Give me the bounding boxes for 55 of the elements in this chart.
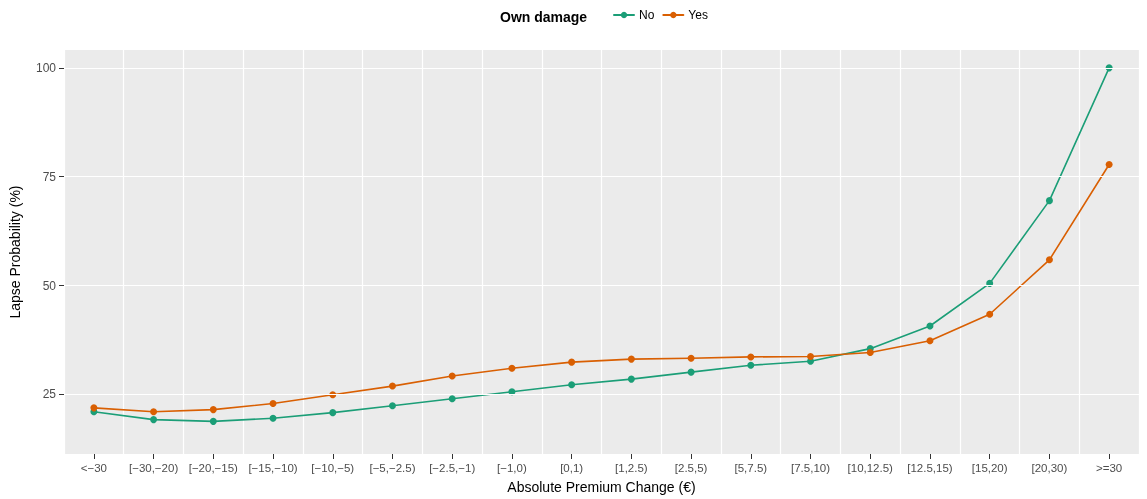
point bbox=[687, 354, 695, 362]
point bbox=[986, 310, 994, 318]
point bbox=[747, 353, 755, 361]
point bbox=[209, 417, 217, 425]
x-tick-label: [−15,−10) bbox=[248, 462, 298, 474]
x-tick-label: >=30 bbox=[1096, 462, 1123, 474]
point bbox=[1045, 256, 1053, 264]
legend-title: Own damage bbox=[500, 9, 588, 25]
point bbox=[687, 368, 695, 376]
x-tick-label: [12.5,15) bbox=[907, 462, 953, 474]
point bbox=[448, 395, 456, 403]
point bbox=[90, 404, 98, 412]
legend-label: Yes bbox=[688, 8, 708, 22]
legend-label: No bbox=[639, 8, 655, 22]
x-axis-title: Absolute Premium Change (€) bbox=[507, 479, 696, 495]
point bbox=[150, 408, 158, 416]
x-tick-label: [−2.5,−1) bbox=[429, 462, 476, 474]
x-tick-label: [2.5,5) bbox=[674, 462, 708, 474]
x-tick-label: [20,30) bbox=[1031, 462, 1068, 474]
x-tick-label: [5,7.5) bbox=[734, 462, 768, 474]
y-tick-label: 25 bbox=[42, 387, 57, 402]
point bbox=[508, 364, 516, 372]
point bbox=[568, 358, 576, 366]
y-tick-label: 100 bbox=[35, 60, 57, 75]
point bbox=[448, 372, 456, 380]
point bbox=[388, 402, 396, 410]
x-tick-label: [−1,0) bbox=[497, 462, 527, 474]
point bbox=[568, 381, 576, 389]
point bbox=[150, 416, 158, 424]
y-tick-label: 50 bbox=[42, 278, 57, 293]
point bbox=[627, 355, 635, 363]
point bbox=[1045, 197, 1053, 205]
point bbox=[866, 349, 874, 357]
point bbox=[807, 352, 815, 360]
x-tick-label: [0,1) bbox=[560, 462, 584, 474]
point bbox=[747, 361, 755, 369]
x-tick-label: [7.5,10) bbox=[791, 462, 831, 474]
point bbox=[926, 337, 934, 345]
point bbox=[269, 400, 277, 407]
point bbox=[388, 382, 396, 390]
point bbox=[329, 409, 337, 417]
x-tick-label: [10,12.5) bbox=[847, 462, 894, 474]
point bbox=[627, 375, 635, 383]
y-tick-label: 75 bbox=[42, 169, 57, 184]
point bbox=[209, 406, 217, 414]
x-tick-label: [−20,−15) bbox=[188, 462, 239, 474]
x-tick-label: [−5,−2.5) bbox=[369, 462, 416, 474]
y-axis-title: Lapse Probability (%) bbox=[7, 185, 23, 319]
point bbox=[269, 414, 277, 422]
x-tick-label: [−10,−5) bbox=[311, 462, 355, 474]
point bbox=[1105, 161, 1113, 168]
x-tick-label: [−30,−20) bbox=[128, 462, 179, 474]
x-tick-label: [15,20) bbox=[971, 462, 1008, 474]
x-tick-label: [1,2.5) bbox=[615, 462, 648, 474]
x-tick-label: <−30 bbox=[80, 462, 107, 474]
